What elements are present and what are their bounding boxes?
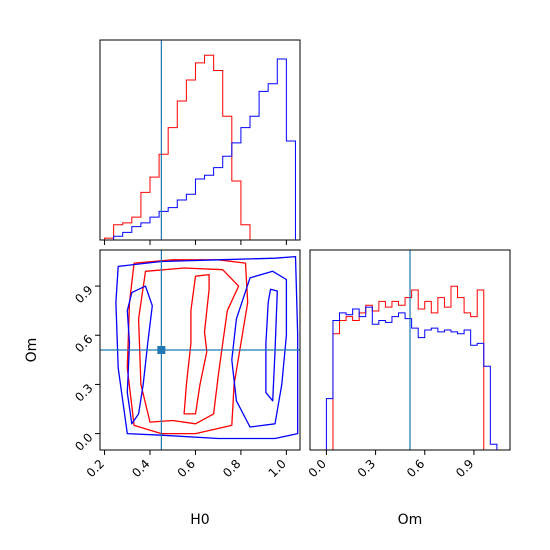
histogram-step-series-2: [100, 58, 296, 240]
histogram-area: [319, 250, 504, 450]
panel-frame: [99, 249, 301, 451]
histogram-step-series-1: [319, 285, 504, 450]
panel-frame: [99, 39, 301, 241]
truth-marker: [157, 346, 166, 354]
y-axis-title-om: Om: [24, 338, 40, 363]
histogram-step-series-2: [319, 306, 504, 450]
contour-line-3: [183, 273, 210, 415]
x-axis-title-h0: H0: [190, 512, 209, 528]
panel-frame: [309, 249, 511, 451]
contour-line-6: [231, 270, 288, 428]
contour-line-5: [126, 285, 153, 425]
h0-marginal-panel: [99, 39, 301, 245]
contour-area: [100, 250, 300, 450]
histogram-area: [100, 40, 296, 240]
histogram-step-series-1: [100, 54, 296, 240]
x-axis-title-om: Om: [398, 512, 423, 528]
contour-line-4: [115, 255, 299, 440]
contour-line-7: [265, 288, 278, 402]
